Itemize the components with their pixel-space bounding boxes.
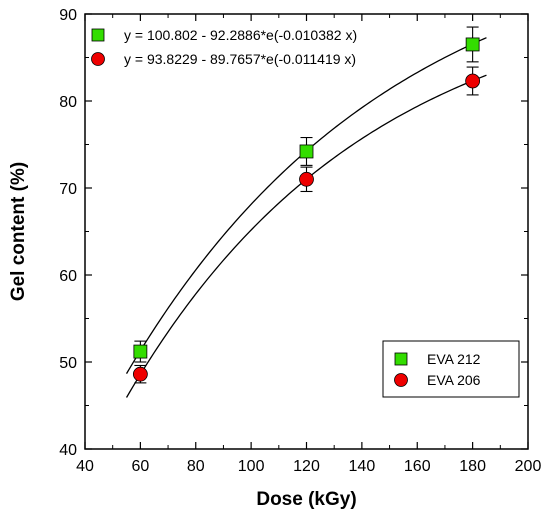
- plot-frame: [84, 13, 529, 450]
- legend-frame: [382, 340, 520, 398]
- legend-marker-eva-212: [394, 352, 408, 366]
- y-tick-label: 50: [59, 355, 77, 372]
- x-tick-label: 60: [131, 458, 149, 475]
- x-tick-label: 100: [238, 458, 265, 475]
- point-eva-212: [465, 37, 480, 52]
- fit-curve-eva-212: [125, 37, 487, 374]
- y-tick-label: 40: [59, 442, 77, 459]
- data-points: [132, 37, 481, 382]
- ticks-layer: 40 60 80 100 120 140 160 180 200 40 50 60 70 80 90: [59, 7, 541, 475]
- equation-marker-eva-206: [91, 52, 105, 66]
- point-eva-206: [299, 171, 314, 187]
- x-tick-label: 200: [515, 458, 542, 475]
- legend: EVA 212 EVA 206: [382, 340, 520, 398]
- y-axis-title: Gel content (%): [8, 162, 29, 301]
- y-tick-label: 70: [59, 181, 77, 198]
- legend-marker-eva-206: [394, 373, 408, 387]
- point-eva-206: [132, 366, 148, 382]
- point-eva-212: [299, 144, 314, 159]
- x-tick-label: 160: [404, 458, 431, 475]
- y-tick-label: 80: [59, 94, 77, 111]
- x-axis-title: Dose (kGy): [256, 489, 356, 510]
- point-eva-206: [465, 73, 481, 89]
- legend-label-eva-206: EVA 206: [427, 372, 481, 388]
- point-eva-212: [133, 344, 148, 359]
- x-tick-label: 140: [349, 458, 376, 475]
- y-tick-label: 60: [59, 268, 77, 285]
- x-tick-label: 40: [76, 458, 94, 475]
- error-bars: [134, 26, 479, 384]
- legend-label-eva-212: EVA 212: [427, 351, 481, 367]
- x-tick-label: 120: [293, 458, 320, 475]
- equation-eva-212: y = 100.802 - 92.2886*e(-0.010382 x): [124, 27, 357, 43]
- equation-marker-eva-212: [91, 28, 105, 42]
- fit-equations: y = 100.802 - 92.2886*e(-0.010382 x) y =…: [91, 27, 357, 67]
- equation-eva-206: y = 93.8229 - 89.7657*e(-0.011419 x): [124, 51, 356, 67]
- x-tick-label: 180: [459, 458, 486, 475]
- x-tick-label: 80: [187, 458, 205, 475]
- y-tick-label: 90: [59, 7, 77, 24]
